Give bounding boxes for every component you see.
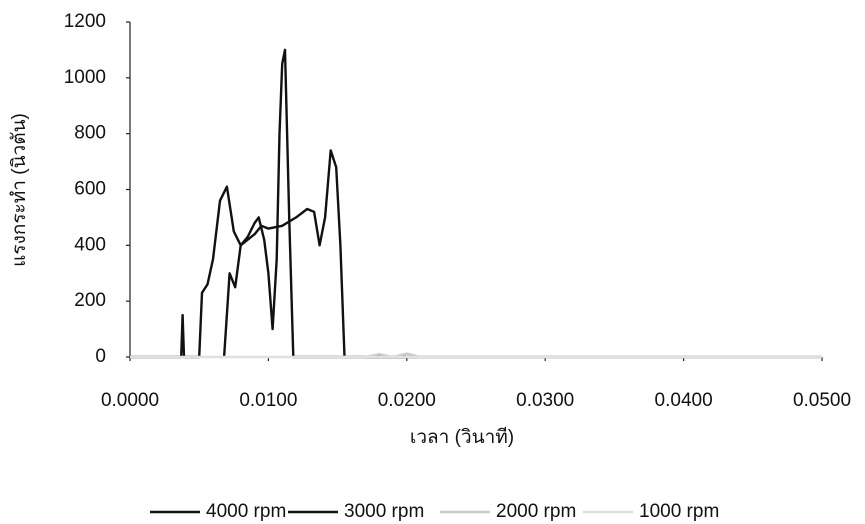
y-tick-label: 400 [74, 234, 106, 255]
legend-label: 1000 rpm [639, 501, 719, 522]
legend-label: 2000 rpm [496, 501, 576, 522]
legend-label: 3000 rpm [344, 501, 424, 522]
y-tick-label: 200 [74, 290, 106, 311]
x-tick-label: 0.0000 [101, 390, 159, 411]
x-tick-label: 0.0100 [239, 390, 297, 411]
y-tick-label: 0 [95, 346, 106, 367]
series-line [222, 149, 407, 359]
x-tick-label: 0.0400 [655, 390, 713, 411]
y-tick-label: 600 [74, 179, 106, 200]
y-tick-label: 800 [74, 123, 106, 144]
x-tick-label: 0.0300 [516, 390, 574, 411]
x-tick-label: 0.0500 [793, 390, 851, 411]
y-tick-label: 1200 [64, 11, 106, 32]
x-axis-label: เวลา (วินาที) [410, 426, 514, 448]
y-axis-label: แรงกระทำ (นิวตัน) [9, 113, 30, 267]
legend-label: 4000 rpm [206, 501, 286, 522]
x-tick-label: 0.0200 [378, 390, 436, 411]
y-tick-label: 1000 [64, 67, 106, 88]
series-line [130, 48, 822, 359]
